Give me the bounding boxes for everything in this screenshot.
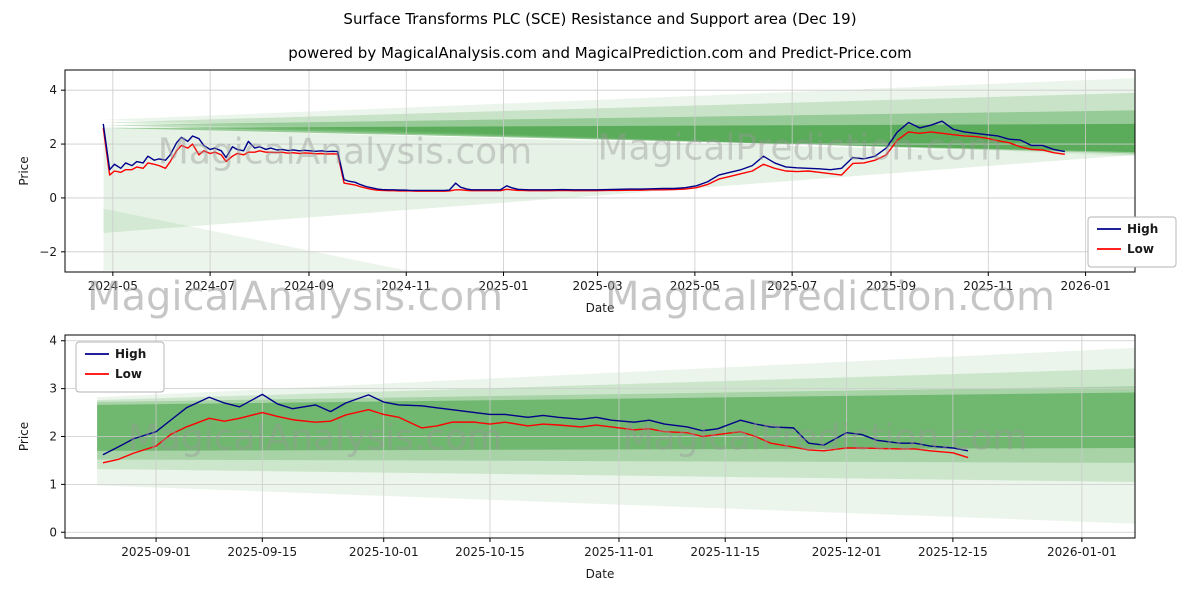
page-title: Surface Transforms PLC (SCE) Resistance … (343, 10, 857, 28)
support-resistance-band (97, 386, 1136, 463)
support-resistance-band (103, 208, 408, 271)
high-line (102, 120, 1065, 192)
tick-label: 2025-09-01 (121, 545, 191, 559)
tick-label: 2025-03 (573, 279, 623, 293)
tick-label: 2026-01-01 (1047, 545, 1117, 559)
support-resistance-band (103, 123, 1135, 153)
tick-label: 2025-11-15 (690, 545, 760, 559)
tick-label: 2025-05 (670, 279, 720, 293)
tick-label: 2024-07 (185, 279, 235, 293)
support-resistance-band (97, 368, 1136, 482)
tick-label: High (1127, 222, 1158, 236)
tick-label: Price (17, 422, 31, 451)
tick-label: 2024-11 (381, 279, 431, 293)
tick-label: 2025-09-15 (227, 545, 297, 559)
tick-label: 2025-11 (963, 279, 1013, 293)
tick-label: 2 (49, 137, 57, 151)
tick-label: 2024-09 (284, 279, 334, 293)
plot-frame (64, 69, 1136, 273)
page-subtitle: powered by MagicalAnalysis.com and Magic… (288, 44, 912, 62)
top-price-chart: −2 0 2 4 2024-05 2024-07 2024-09 2024-11 2025-01… (17, 69, 1177, 314)
tick-label: 2025-11-01 (584, 545, 654, 559)
tick-label: 2025-12-01 (812, 545, 882, 559)
tick-label: 3 (49, 382, 57, 396)
tick-label: Date (586, 301, 615, 314)
tick-label: 2025-12-15 (918, 545, 988, 559)
support-resistance-band (97, 347, 1136, 524)
tick-label: 0 (49, 191, 57, 205)
support-resistance-band (103, 110, 1135, 154)
tick-label: Date (586, 567, 615, 581)
tick-label: Price (17, 156, 31, 185)
tick-label: 4 (49, 83, 57, 97)
tick-label: −2 (39, 245, 57, 259)
tick-label: 2024-05 (88, 279, 138, 293)
high-line (102, 393, 969, 456)
tick-label: 0 (49, 525, 57, 539)
tick-label: 2 (49, 430, 57, 444)
low-line (102, 408, 969, 464)
support-resistance-band (103, 92, 1135, 155)
tick-label: 2025-09 (866, 279, 916, 293)
tick-label: 1 (49, 477, 57, 491)
tick-label: 2026-01 (1060, 279, 1110, 293)
tick-label: Low (1127, 242, 1154, 256)
tick-label: 2025-10-15 (455, 545, 525, 559)
low-line (102, 127, 1065, 192)
tick-label: 4 (49, 334, 57, 348)
bottom-price-chart: 0 1 2 3 4 2025-09-01 2025-09-15 2025-10-01 2025-… (17, 334, 1136, 581)
tick-label: Low (115, 367, 142, 381)
support-resistance-band (103, 78, 1135, 157)
tick-label: High (115, 347, 146, 361)
tick-label: 2025-07 (767, 279, 817, 293)
tick-label: 2025-01 (478, 279, 528, 293)
tick-label: 2025-10-01 (349, 545, 419, 559)
